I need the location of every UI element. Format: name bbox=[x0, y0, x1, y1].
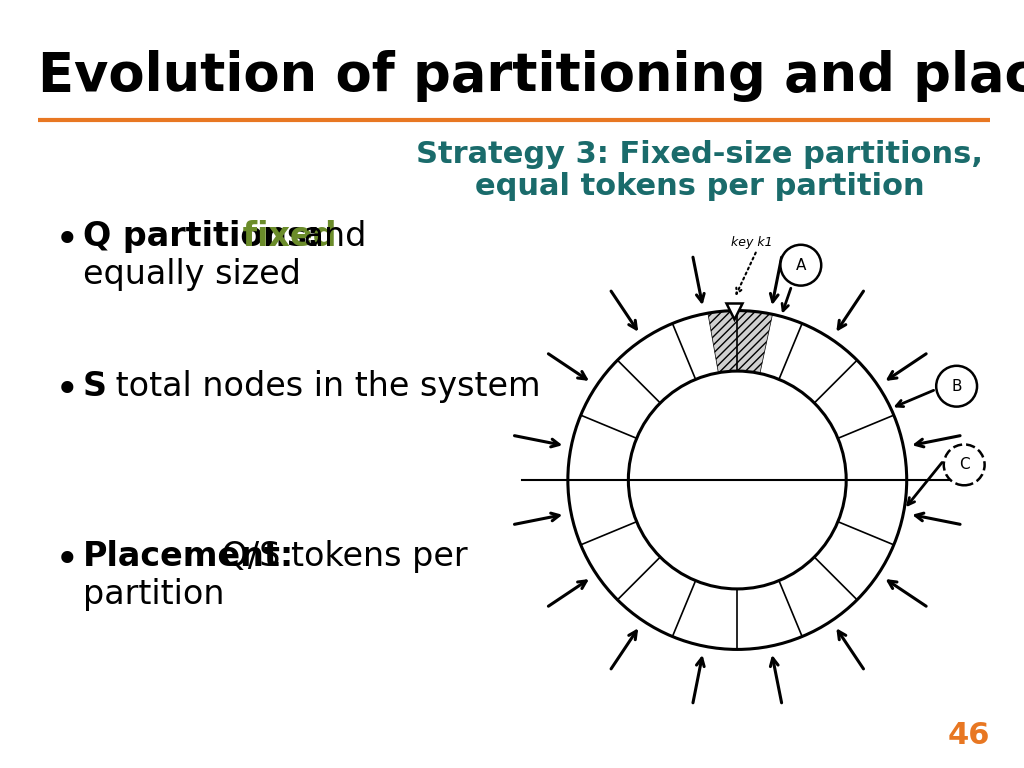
Text: S: S bbox=[83, 370, 106, 403]
Text: Strategy 3: Fixed-size partitions,: Strategy 3: Fixed-size partitions, bbox=[417, 140, 983, 169]
Text: Q/S tokens per: Q/S tokens per bbox=[211, 540, 468, 573]
Text: Evolution of partitioning and placement: Evolution of partitioning and placement bbox=[38, 50, 1024, 102]
Circle shape bbox=[629, 371, 846, 589]
Wedge shape bbox=[708, 310, 772, 373]
Text: 46: 46 bbox=[947, 721, 990, 750]
Text: A: A bbox=[796, 258, 806, 273]
Text: •: • bbox=[55, 220, 80, 262]
Text: C: C bbox=[958, 458, 970, 472]
Text: total nodes in the system: total nodes in the system bbox=[105, 370, 541, 403]
Text: key k1: key k1 bbox=[731, 236, 773, 249]
Text: Q partitions:: Q partitions: bbox=[83, 220, 321, 253]
Text: fixed: fixed bbox=[231, 220, 337, 253]
Text: and: and bbox=[293, 220, 367, 253]
Circle shape bbox=[944, 445, 985, 485]
Text: •: • bbox=[55, 540, 80, 582]
Text: Placement:: Placement: bbox=[83, 540, 294, 573]
Circle shape bbox=[936, 366, 977, 406]
Circle shape bbox=[780, 245, 821, 286]
Text: B: B bbox=[951, 379, 962, 394]
Text: equal tokens per partition: equal tokens per partition bbox=[475, 172, 925, 201]
Text: partition: partition bbox=[83, 578, 224, 611]
Text: equally sized: equally sized bbox=[83, 258, 301, 291]
Text: •: • bbox=[55, 370, 80, 412]
